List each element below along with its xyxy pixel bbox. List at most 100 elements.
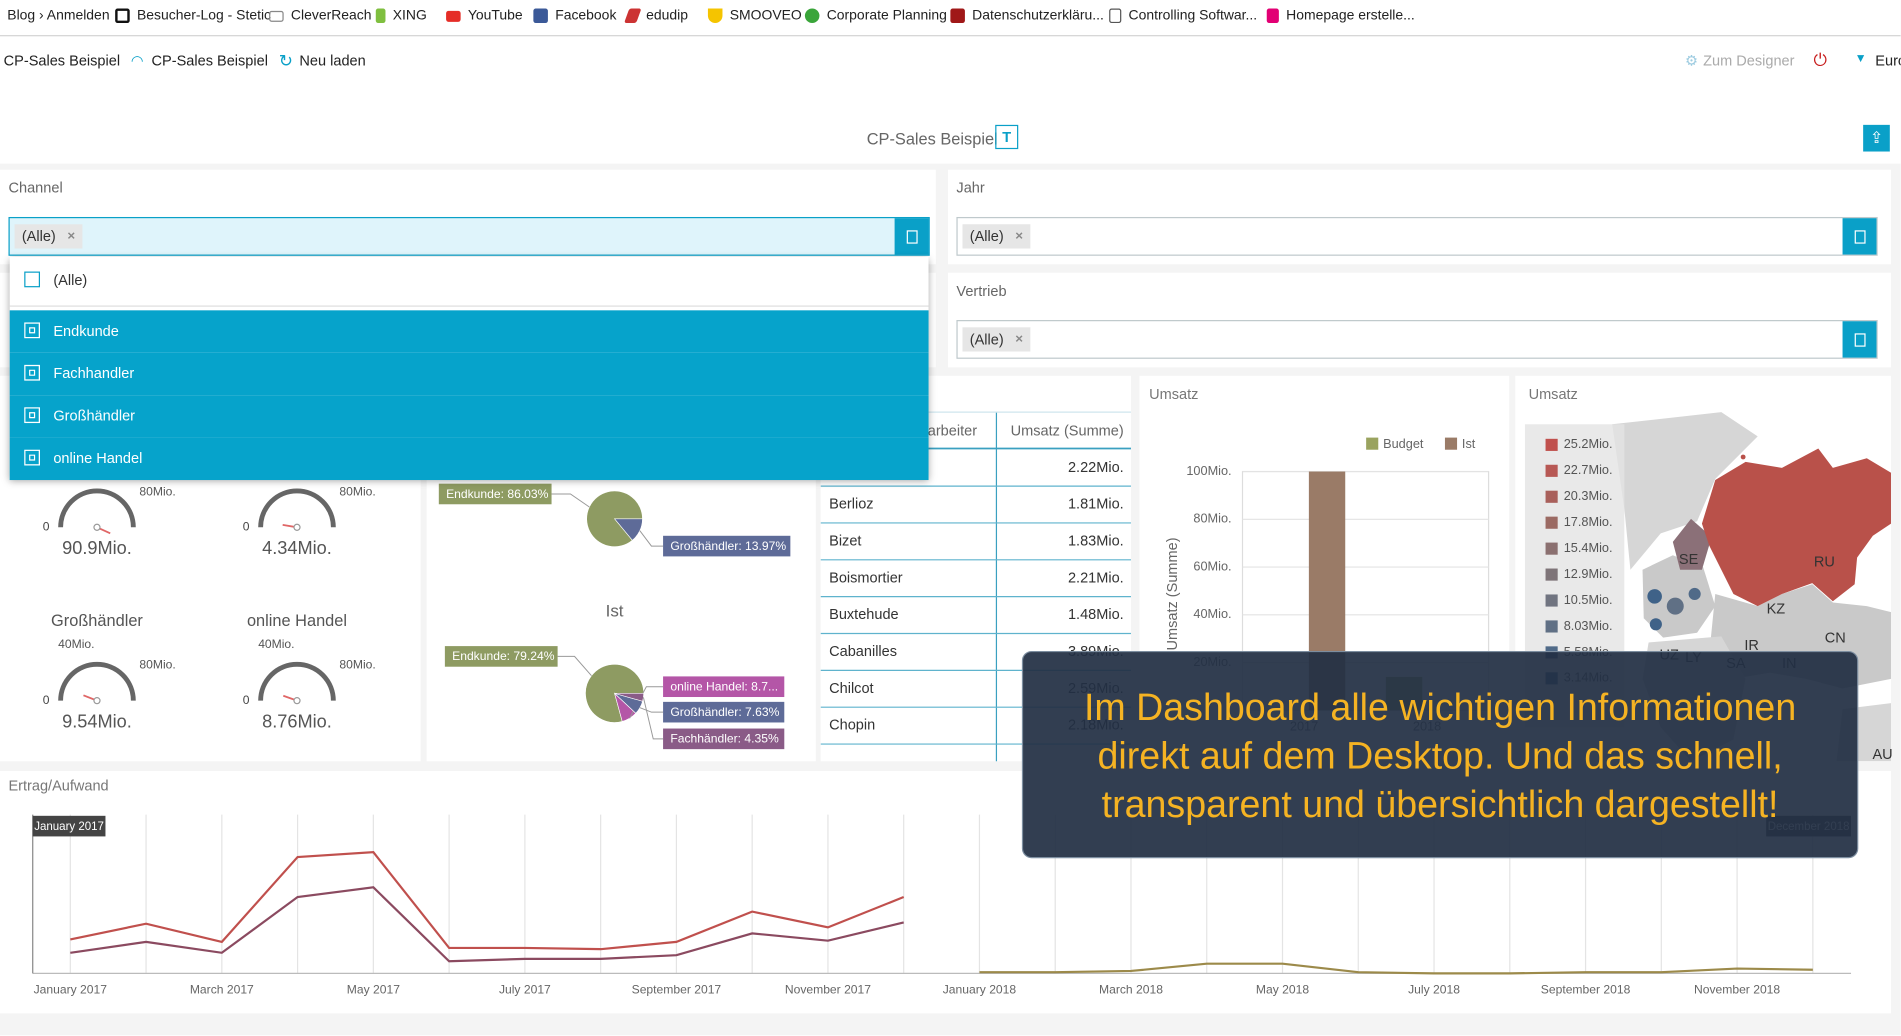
bookmark[interactable]: Homepage erstelle... (1266, 8, 1415, 24)
pie-label-box (663, 676, 785, 698)
bookmark-label[interactable]: SMOOVEO (729, 8, 802, 24)
line-series (70, 886, 904, 963)
bookmark-label[interactable]: YouTube (467, 8, 523, 24)
toolbar: CP-Sales Beispiel ◠ CP-Sales Beispiel ↻ … (0, 36, 1901, 164)
gauge-value: 9.54Mio. (62, 711, 132, 731)
leader-line (639, 707, 664, 713)
chart-title: Ertrag/Aufwand (8, 779, 108, 795)
overlay-text: transparent und übersichtlich dargestell… (1101, 783, 1779, 826)
filter-input[interactable]: (Alle) × (8, 216, 930, 256)
y-tick-label: 80Mio. (1193, 511, 1231, 526)
line-series (979, 962, 1813, 975)
land (1642, 555, 1716, 638)
gauge-title: online Handel (247, 612, 347, 630)
range-label: January 2017 (34, 821, 104, 833)
land (1612, 412, 1758, 570)
designer-button[interactable]: Zum Designer (1703, 52, 1795, 70)
filter-toggle[interactable] (1842, 321, 1877, 358)
leader-line (557, 655, 592, 677)
bookmark-label[interactable]: Besucher-Log - Stetic (136, 8, 272, 24)
dropdown-item[interactable]: Großhändler (9, 395, 929, 438)
gauge-min: 0 (43, 520, 50, 534)
tab[interactable]: CP-Sales Beispiel (3, 52, 121, 70)
tag-remove[interactable]: × (67, 229, 76, 244)
bookmark-label[interactable]: Homepage erstelle... (1286, 8, 1415, 24)
filter-input[interactable]: (Alle) × (956, 320, 1878, 359)
legend-label: 15.4Mio. (1564, 540, 1613, 555)
bookmark[interactable]: Corporate Planning (804, 8, 947, 24)
chart-title: Umsatz (1529, 387, 1578, 403)
bookmark[interactable]: YouTube (446, 8, 523, 23)
legend-swatch (1444, 437, 1458, 450)
legend-label: Ist (1462, 436, 1476, 451)
legend-label: 22.7Mio. (1564, 462, 1613, 477)
bookmark[interactable]: CleverReach (269, 8, 372, 24)
bookmark-label[interactable]: Datenschutzerkläru... (972, 8, 1104, 24)
chart-title: Umsatz (1149, 387, 1198, 403)
bookmark[interactable]: Besucher-Log - Stetic (115, 8, 272, 24)
bookmark-label[interactable]: Blog › Anmelden (7, 8, 110, 24)
power-button[interactable]: ⏻ (1813, 49, 1827, 70)
pie-title: Ist (606, 602, 624, 621)
currency-caret: ▼ (1854, 52, 1867, 66)
reload-icon: ↻ (278, 50, 294, 71)
currency-selector[interactable]: Euro (1875, 52, 1900, 70)
pie-label-box (663, 728, 785, 750)
y-tick-label: 40Mio. (1193, 606, 1231, 621)
bookmark[interactable]: Controlling Softwar... (1109, 8, 1258, 24)
dropdown-item[interactable]: online Handel (9, 437, 929, 481)
table-cell: 1.83Mio. (1068, 533, 1124, 549)
bookmark[interactable]: Facebook (533, 8, 617, 24)
tag-text: (Alle) (969, 330, 1004, 348)
separator (9, 305, 929, 307)
gauge-hub (293, 697, 301, 705)
dropdown-item[interactable]: Endkunde (9, 310, 929, 353)
table-header: Umsatz (Summe) (1011, 423, 1124, 439)
bookmark-label[interactable]: Corporate Planning (826, 8, 947, 24)
tab[interactable]: CP-Sales Beispiel (151, 52, 268, 70)
tag-remove[interactable]: × (1015, 332, 1024, 347)
filter-input[interactable]: (Alle) × (956, 216, 1878, 256)
bookmark[interactable]: Datenschutzerkläru... (950, 8, 1104, 24)
pie-label: Großhändler: 7.63% (670, 705, 779, 719)
bookmark-label[interactable]: Facebook (555, 8, 617, 24)
y-tick-label: 100Mio. (1186, 463, 1231, 478)
bookmark[interactable]: SMOOVEO (707, 8, 802, 24)
dropdown-item[interactable]: (Alle) (10, 259, 929, 301)
bookmark[interactable]: edudip (624, 8, 688, 24)
country (1666, 597, 1684, 615)
leader-line (551, 493, 590, 508)
filter-toggle[interactable] (894, 218, 929, 255)
range-label-box (32, 815, 106, 837)
gauge-max: 80Mio. (339, 658, 375, 672)
bookmark-label[interactable]: CleverReach (290, 8, 372, 24)
country (1672, 518, 1712, 570)
dropdown-item[interactable]: Fachhandler (9, 352, 929, 396)
table-cell: 2.22Mio. (1068, 460, 1124, 476)
filter-panel: Vertrieb (Alle) × (947, 272, 1892, 368)
legend-swatch (1545, 464, 1558, 477)
bookmark-label[interactable]: edudip (646, 8, 688, 24)
legend-label: 17.8Mio. (1564, 514, 1613, 529)
bookmark-label[interactable]: XING (392, 8, 427, 24)
pie-label-box (444, 646, 558, 667)
country (1647, 589, 1662, 604)
tag-remove[interactable]: × (1015, 229, 1024, 244)
gauge-mid: 40Mio. (58, 637, 94, 651)
designer-icon: ⚙ (1684, 52, 1699, 70)
bookmark[interactable]: XING (375, 8, 427, 24)
table-cell: Bizet (829, 533, 861, 549)
filter-label: Channel (8, 179, 63, 197)
gauge-arc (258, 661, 336, 701)
bookmark[interactable]: Blog › Anmelden (7, 8, 109, 23)
filter-toggle[interactable] (1842, 218, 1877, 255)
reload-button[interactable]: Neu laden (299, 52, 366, 70)
bookmark-label[interactable]: Controlling Softwar... (1128, 8, 1258, 24)
bookmark-bar: Blog › Anmelden Besucher-Log - Stetic Cl… (0, 0, 1901, 37)
legend-swatch (1366, 437, 1379, 450)
filter-button[interactable]: T (995, 124, 1019, 150)
filter-tag: (Alle) × (962, 327, 1031, 352)
legend-label: 12.9Mio. (1564, 566, 1613, 581)
gauge-min: 0 (243, 693, 250, 707)
export-button[interactable]: ⇪ (1863, 124, 1890, 152)
